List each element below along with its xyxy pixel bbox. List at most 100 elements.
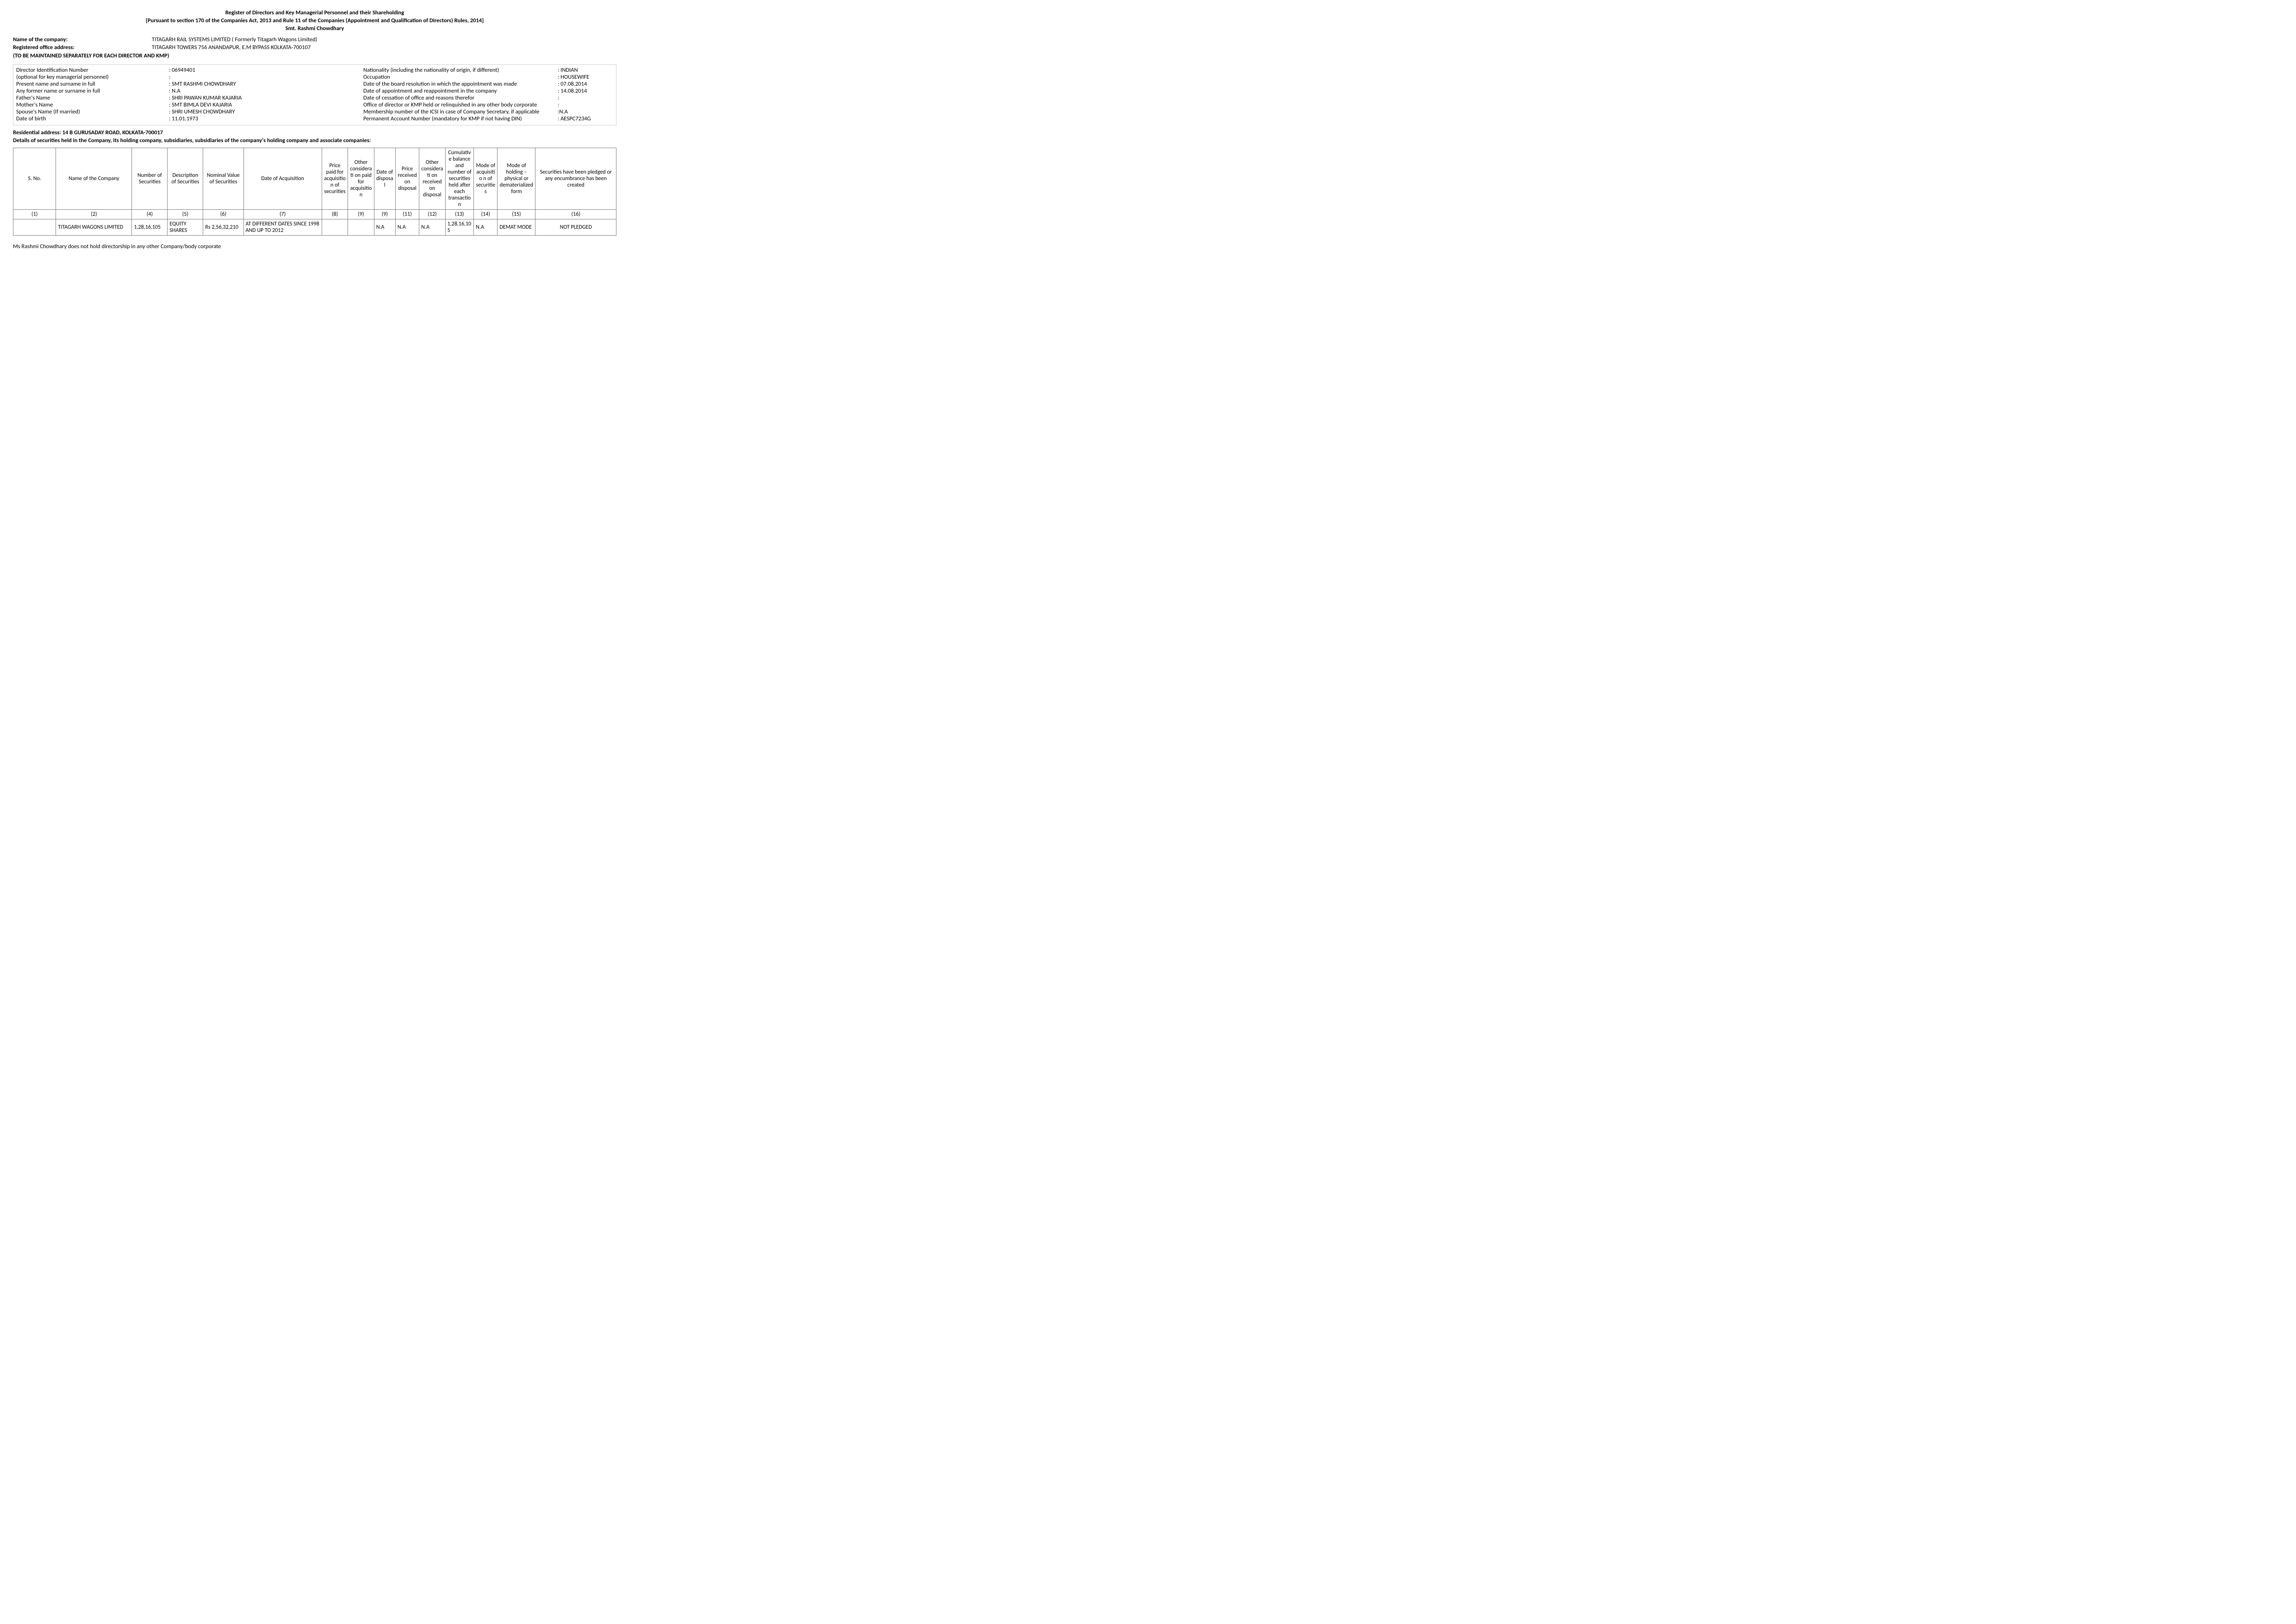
table-row: TITAGARH WAGONS LIMITED1,28,16,105EQUITY… — [13, 219, 616, 236]
table-number-cell: (8) — [322, 210, 348, 219]
detail-right-label: Office of director or KMP held or relinq… — [363, 101, 558, 108]
detail-row: Director Identification Number: 06949401… — [16, 67, 613, 74]
footer-note: Ms Rashmi Chowdhary does not hold direct… — [13, 243, 616, 250]
table-header-cell: Mode of holding – physical or dematerial… — [498, 148, 535, 210]
title-line2: [Pursuant to section 170 of the Companie… — [13, 17, 616, 25]
detail-right-value: : — [558, 101, 613, 108]
table-number-cell: (9) — [374, 210, 395, 219]
table-cell: DEMAT MODE — [498, 219, 535, 236]
details-box: Director Identification Number: 06949401… — [13, 64, 616, 125]
table-cell: TITAGARH WAGONS LIMITED — [56, 219, 132, 236]
detail-right-label: Nationality (including the nationality o… — [363, 67, 558, 74]
detail-right-value: : INDIAN — [558, 67, 613, 74]
table-header-cell: Price paid for acquisitio n of securitie… — [322, 148, 348, 210]
table-header-cell: Nominal Value of Securities — [203, 148, 243, 210]
securities-table: S. No.Name of the CompanyNumber of Secur… — [13, 148, 616, 236]
table-cell: NOT PLEDGED — [535, 219, 616, 236]
table-number-cell: (14) — [474, 210, 498, 219]
table-cell — [348, 219, 374, 236]
table-cell — [13, 219, 56, 236]
detail-right-value: : 14.08.2014 — [558, 87, 613, 94]
table-cell: N.A — [395, 219, 419, 236]
table-header-cell: Name of the Company — [56, 148, 132, 210]
table-number-row: (1)(2)(4)(5)(6)(7)(8)(9)(9)(11)(12)(13)(… — [13, 210, 616, 219]
detail-left-value: : N.A — [169, 87, 363, 94]
table-header-cell: Description of Securities — [168, 148, 203, 210]
detail-right-value: : — [558, 94, 613, 101]
table-cell: N.A — [474, 219, 498, 236]
detail-row: Father's Name: SHRI PAWAN KUMAR KAJARIAD… — [16, 94, 613, 101]
table-header-row: S. No.Name of the CompanyNumber of Secur… — [13, 148, 616, 210]
table-number-cell: (1) — [13, 210, 56, 219]
title-line3: Smt. Rashmi Chowdhary — [13, 25, 616, 33]
title-line1: Register of Directors and Key Managerial… — [13, 9, 616, 17]
table-header-cell: S. No. — [13, 148, 56, 210]
detail-right-label: Date of the board resolution in which th… — [363, 81, 558, 87]
table-number-cell: (6) — [203, 210, 243, 219]
detail-left-label: Director Identification Number — [16, 67, 169, 74]
document-title: Register of Directors and Key Managerial… — [13, 9, 616, 33]
detail-row: Any former name or surname in full: N.AD… — [16, 87, 613, 94]
detail-row: Mother's Name: SMT BIMLA DEVI KAJARIAOff… — [16, 101, 613, 108]
detail-row: Present name and surname in full: SMT RA… — [16, 81, 613, 87]
table-number-cell: (16) — [535, 210, 616, 219]
table-number-cell: (13) — [445, 210, 474, 219]
table-cell: N.A — [374, 219, 395, 236]
table-header-cell: Date of disposal — [374, 148, 395, 210]
detail-left-label: Spouse's Name (If married) — [16, 108, 169, 115]
table-cell: EQUITY SHARES — [168, 219, 203, 236]
detail-right-value: : 07.08.2014 — [558, 81, 613, 87]
table-number-cell: (7) — [243, 210, 322, 219]
table-header-cell: Securities have been pledged or any encu… — [535, 148, 616, 210]
detail-left-value: : SMT BIMLA DEVI KAJARIA — [169, 101, 363, 108]
table-cell: AT DIFFERENT DATES SINCE 1998 AND UP TO … — [243, 219, 322, 236]
table-number-cell: (11) — [395, 210, 419, 219]
detail-left-value: : 11.01.1973 — [169, 115, 363, 122]
company-value: TITAGARH RAIL SYSTEMS LIMITED ( Formerly… — [152, 36, 616, 44]
table-header-cell: Other considerati on paid for acquisitio… — [348, 148, 374, 210]
detail-left-label: Date of birth — [16, 115, 169, 122]
table-number-cell: (5) — [168, 210, 203, 219]
table-cell: N.A — [419, 219, 445, 236]
company-header: Name of the company: TITAGARH RAIL SYSTE… — [13, 36, 616, 60]
detail-left-value: : SMT RASHMI CHOWDHARY — [169, 81, 363, 87]
detail-left-value: : SHRI UMESH CHOWDHARY — [169, 108, 363, 115]
table-header-cell: Mode of acquisitio n of securities — [474, 148, 498, 210]
detail-left-label: Mother's Name — [16, 101, 169, 108]
table-number-cell: (2) — [56, 210, 132, 219]
detail-right-value: :N.A — [558, 108, 613, 115]
company-label: Name of the company: — [13, 36, 152, 44]
table-header-cell: Date of Acquisition — [243, 148, 322, 210]
table-number-cell: (12) — [419, 210, 445, 219]
table-header-cell: Number of Securities — [132, 148, 168, 210]
detail-right-value: : HOUSEWIFE — [558, 74, 613, 81]
residential-address: Residential address: 14 B GURUSADAY ROAD… — [13, 129, 616, 136]
detail-row: Spouse's Name (If married): SHRI UMESH C… — [16, 108, 613, 115]
table-cell — [322, 219, 348, 236]
detail-right-label: Date of appointment and reappointment in… — [363, 87, 558, 94]
office-label: Registered office address: — [13, 44, 152, 52]
detail-right-value: : AESPC7234G — [558, 115, 613, 122]
detail-row: Date of birth: 11.01.1973Permanent Accou… — [16, 115, 613, 122]
table-header-cell: Cumulative balance and number of securit… — [445, 148, 474, 210]
detail-row: (optional for key managerial personnel):… — [16, 74, 613, 81]
detail-right-label: Occupation — [363, 74, 558, 81]
table-number-cell: (9) — [348, 210, 374, 219]
table-cell: Rs 2,56,32,210 — [203, 219, 243, 236]
detail-left-label: Any former name or surname in full — [16, 87, 169, 94]
detail-left-value: : SHRI PAWAN KUMAR KAJARIA — [169, 94, 363, 101]
table-cell: 1,28,16,105 — [132, 219, 168, 236]
table-number-cell: (15) — [498, 210, 535, 219]
table-header-cell: Price received on disposal — [395, 148, 419, 210]
detail-right-label: Permanent Account Number (mandatory for … — [363, 115, 558, 122]
detail-left-value: : 06949401 — [169, 67, 363, 74]
detail-left-label: Present name and surname in full — [16, 81, 169, 87]
table-number-cell: (4) — [132, 210, 168, 219]
header-note: (TO BE MAINTAINED SEPARATELY FOR EACH DI… — [13, 52, 616, 60]
office-value: TITAGARH TOWERS 756 ANANDAPUR, E.M BYPAS… — [152, 44, 616, 52]
detail-right-label: Membership number of the ICSI in case of… — [363, 108, 558, 115]
table-header-cell: Other considerati on received on disposa… — [419, 148, 445, 210]
detail-left-label: (optional for key managerial personnel) — [16, 74, 169, 81]
detail-right-label: Date of cessation of office and reasons … — [363, 94, 558, 101]
table-cell: 1,28,16,105 — [445, 219, 474, 236]
